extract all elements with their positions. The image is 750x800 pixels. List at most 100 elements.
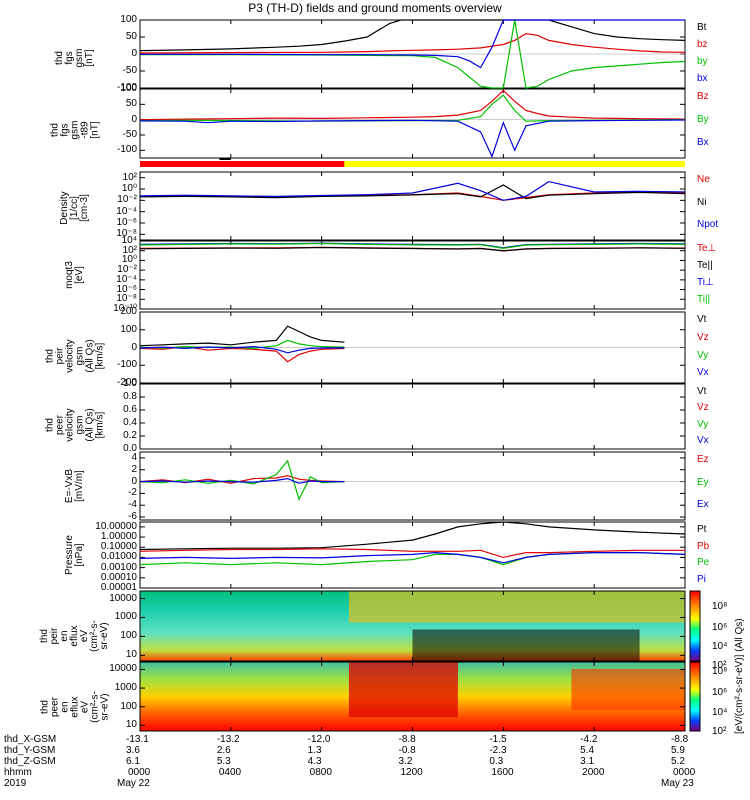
ytick-label-pressure: 10.00000 — [95, 520, 137, 532]
series-fgs-gsm-1 — [139, 32, 686, 54]
heatmap-region-late — [571, 668, 685, 711]
cbar-tick-5: 10⁸ — [712, 666, 728, 677]
legend-peer-velocity-3: Vx — [697, 434, 709, 446]
cbar-tick-1: 10⁸ — [712, 601, 728, 612]
ytick-label-peer-en-eflux: 100 — [120, 700, 137, 712]
legend-pressure-0: Pt — [697, 524, 707, 535]
ytick-label-temperature: 10⁻⁴ — [116, 273, 137, 285]
ytick-label-fgs-gsm: 50 — [125, 31, 137, 42]
ephem-z_gsm-6: 5.2 — [671, 756, 685, 767]
ytick-label-pressure: 0.10000 — [100, 541, 137, 553]
legend-temperature-1: Te|| — [697, 260, 713, 271]
series-peir-velocity-3 — [139, 345, 345, 354]
ytick-label-efield: 2 — [131, 463, 137, 475]
legend-fgs-gsm-t89-0: Bz — [697, 91, 709, 102]
ytick-label-fgs-gsm-t89: 0 — [131, 113, 137, 125]
series-peir-velocity-2 — [139, 339, 345, 350]
ephem-x_gsm-0: -13.1 — [126, 734, 149, 745]
ephem-y_gsm-4: -2.3 — [489, 745, 507, 756]
ephem-y_gsm-1: 2.6 — [216, 745, 231, 756]
ytick-label-temperature: 10⁻⁶ — [116, 283, 137, 295]
ytick-label-density: 10⁻⁴ — [116, 205, 137, 217]
panel-frame-peer-velocity — [139, 383, 686, 450]
ytick-label-efield: -4 — [128, 499, 137, 511]
heatmap-region-lower — [412, 629, 640, 661]
legend-density-1: Ni — [697, 196, 707, 208]
ylabel-peer-en-eflux: thd peer en eflux eV (cm²-s- sr-eV) — [39, 690, 110, 723]
ephem-x_gsm-5: -4.2 — [580, 734, 598, 745]
legend-peir-velocity-0: Vt — [697, 314, 707, 325]
ytick-label-peir-velocity: 200 — [120, 306, 137, 317]
legend-pressure-2: Pe — [697, 557, 710, 568]
legend-temperature-2: Ti⊥ — [697, 277, 714, 288]
cbar-tick-2: 10⁶ — [712, 622, 728, 633]
series-fgs-gsm-t89-0 — [139, 89, 686, 121]
ytick-label-density: 10⁻² — [117, 194, 137, 206]
legend-fgs-gsm-1: bz — [697, 39, 708, 50]
ytick-label-peir-en-eflux: 100 — [120, 630, 137, 642]
panel-frame-density — [139, 171, 686, 241]
legend-peer-velocity-1: Vz — [697, 402, 709, 414]
series-fgs-gsm-0 — [139, 19, 686, 52]
series-efield-1 — [139, 459, 345, 501]
ytick-label-peer-velocity: 0.6 — [123, 404, 137, 415]
ylabel-pressure: Pressure [nPa] — [64, 535, 85, 576]
ytick-label-density: 10⁻⁸ — [116, 228, 137, 240]
ytick-label-fgs-gsm-t89: -50 — [122, 129, 137, 140]
status-bar-mark — [219, 158, 231, 160]
ephem-hhmm-0: 0000 — [128, 767, 151, 778]
cbar-tick-4: 10² — [712, 660, 727, 671]
ytick-label-efield: 0 — [131, 475, 137, 487]
legend-fgs-gsm-0: Bt — [697, 22, 707, 33]
series-temperature-3 — [139, 242, 686, 250]
ephem-label-y: thd_Y-GSM — [4, 745, 56, 756]
ephem-hhmm-1: 0400 — [218, 767, 242, 778]
ytick-label-fgs-gsm-t89: -100 — [116, 144, 137, 156]
legend-density-0: Ne — [697, 174, 710, 185]
status-bar-red — [140, 161, 345, 167]
panel-frame-efield — [139, 451, 686, 521]
ytick-label-fgs-gsm: 100 — [120, 14, 137, 25]
ephem-x_gsm-2: -12.0 — [307, 734, 331, 745]
ylabel-temperature: moqt3 [eV] — [64, 261, 85, 289]
ytick-label-peir-velocity: -200 — [116, 377, 137, 388]
ytick-label-temperature: 10⁰ — [121, 254, 137, 266]
legend-fgs-gsm-2: by — [697, 56, 708, 67]
ytick-label-peer-en-eflux: 10 — [125, 719, 137, 731]
legend-peir-velocity-3: Vx — [697, 367, 709, 379]
ephem-y_gsm-6: 5.9 — [671, 745, 685, 756]
ephem-z_gsm-3: 3.2 — [398, 756, 413, 767]
legend-fgs-gsm-t89-2: Bx — [697, 137, 709, 148]
legend-pressure-1: Pb — [697, 540, 710, 552]
legend-peir-velocity-1: Vz — [697, 331, 709, 343]
ytick-label-pressure: 0.00100 — [100, 561, 137, 573]
legend-density-2: Npot — [697, 219, 719, 231]
series-fgs-gsm-t89-2 — [139, 119, 686, 159]
legend-efield-2: Ex — [697, 499, 709, 511]
ephem-z_gsm-0: 6.1 — [126, 756, 140, 767]
ylabel-fgs-gsm-t89: thd fgs gsm -t89 [nT] — [49, 120, 100, 139]
ephem-x_gsm-4: -1.5 — [489, 734, 507, 745]
colorbar-label: [eV/(cm²-s-sr-eV)] (All Qs) — [734, 618, 745, 734]
ytick-label-efield: -6 — [128, 511, 137, 523]
ytick-label-temperature: 10⁻² — [117, 264, 137, 276]
series-pressure-1 — [139, 548, 685, 559]
ephem-x_gsm-6: -8.8 — [671, 734, 689, 745]
ephem-hhmm-6: 0000 — [673, 767, 696, 778]
cbar-tick-6: 10⁶ — [712, 687, 728, 698]
series-pressure-3 — [139, 551, 686, 564]
ytick-label-peer-en-eflux: 10000 — [109, 663, 137, 675]
ytick-label-peir-en-eflux: 10 — [125, 649, 137, 661]
ephem-hhmm-4: 1600 — [491, 767, 514, 778]
ytick-label-pressure: 0.01000 — [100, 551, 137, 563]
cbar-tick-3: 10⁴ — [712, 641, 728, 652]
series-peir-velocity-0 — [139, 325, 345, 347]
series-density-2 — [139, 180, 686, 201]
ephem-z_gsm-2: 4.3 — [307, 756, 322, 767]
panel-frame-fgs-gsm-t89 — [139, 88, 686, 159]
ylabel-fgs-gsm: thd fgs gsm [nT] — [54, 48, 95, 68]
ytick-label-peir-velocity: 0 — [131, 341, 137, 353]
ytick-label-pressure: 0.00001 — [100, 582, 137, 593]
